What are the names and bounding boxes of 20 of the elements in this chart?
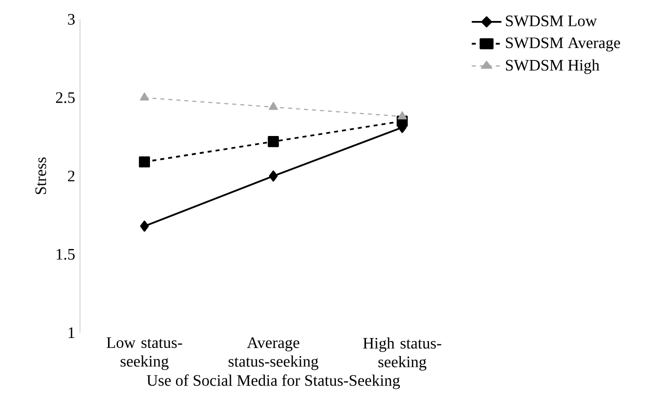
x-tick-label: Average status-seeking bbox=[228, 338, 318, 370]
x-tick-label: High status-seeking bbox=[363, 338, 442, 371]
point bbox=[140, 220, 149, 232]
y-tick-label: 1 bbox=[68, 328, 74, 338]
y-tick-label: 3 bbox=[68, 14, 75, 25]
point bbox=[398, 111, 407, 120]
point bbox=[268, 170, 278, 182]
point bbox=[268, 102, 278, 110]
legend-label: SWDSM High bbox=[506, 60, 600, 74]
y-axis-title: Stress bbox=[35, 158, 46, 194]
y-tick-label: 2 bbox=[68, 170, 74, 182]
legend-label: SWDSM Average bbox=[506, 38, 620, 52]
y-tick-label: 1.5 bbox=[56, 249, 75, 260]
point bbox=[138, 156, 150, 168]
point bbox=[268, 136, 279, 148]
y-tick-label: 2.5 bbox=[56, 92, 75, 104]
point bbox=[140, 92, 150, 101]
x-axis-title: Use of Social Media for Status-Seeking bbox=[146, 374, 400, 390]
x-tick-label: Low status-seeking bbox=[106, 338, 182, 370]
legend-label: SWDSM Low bbox=[506, 16, 597, 27]
